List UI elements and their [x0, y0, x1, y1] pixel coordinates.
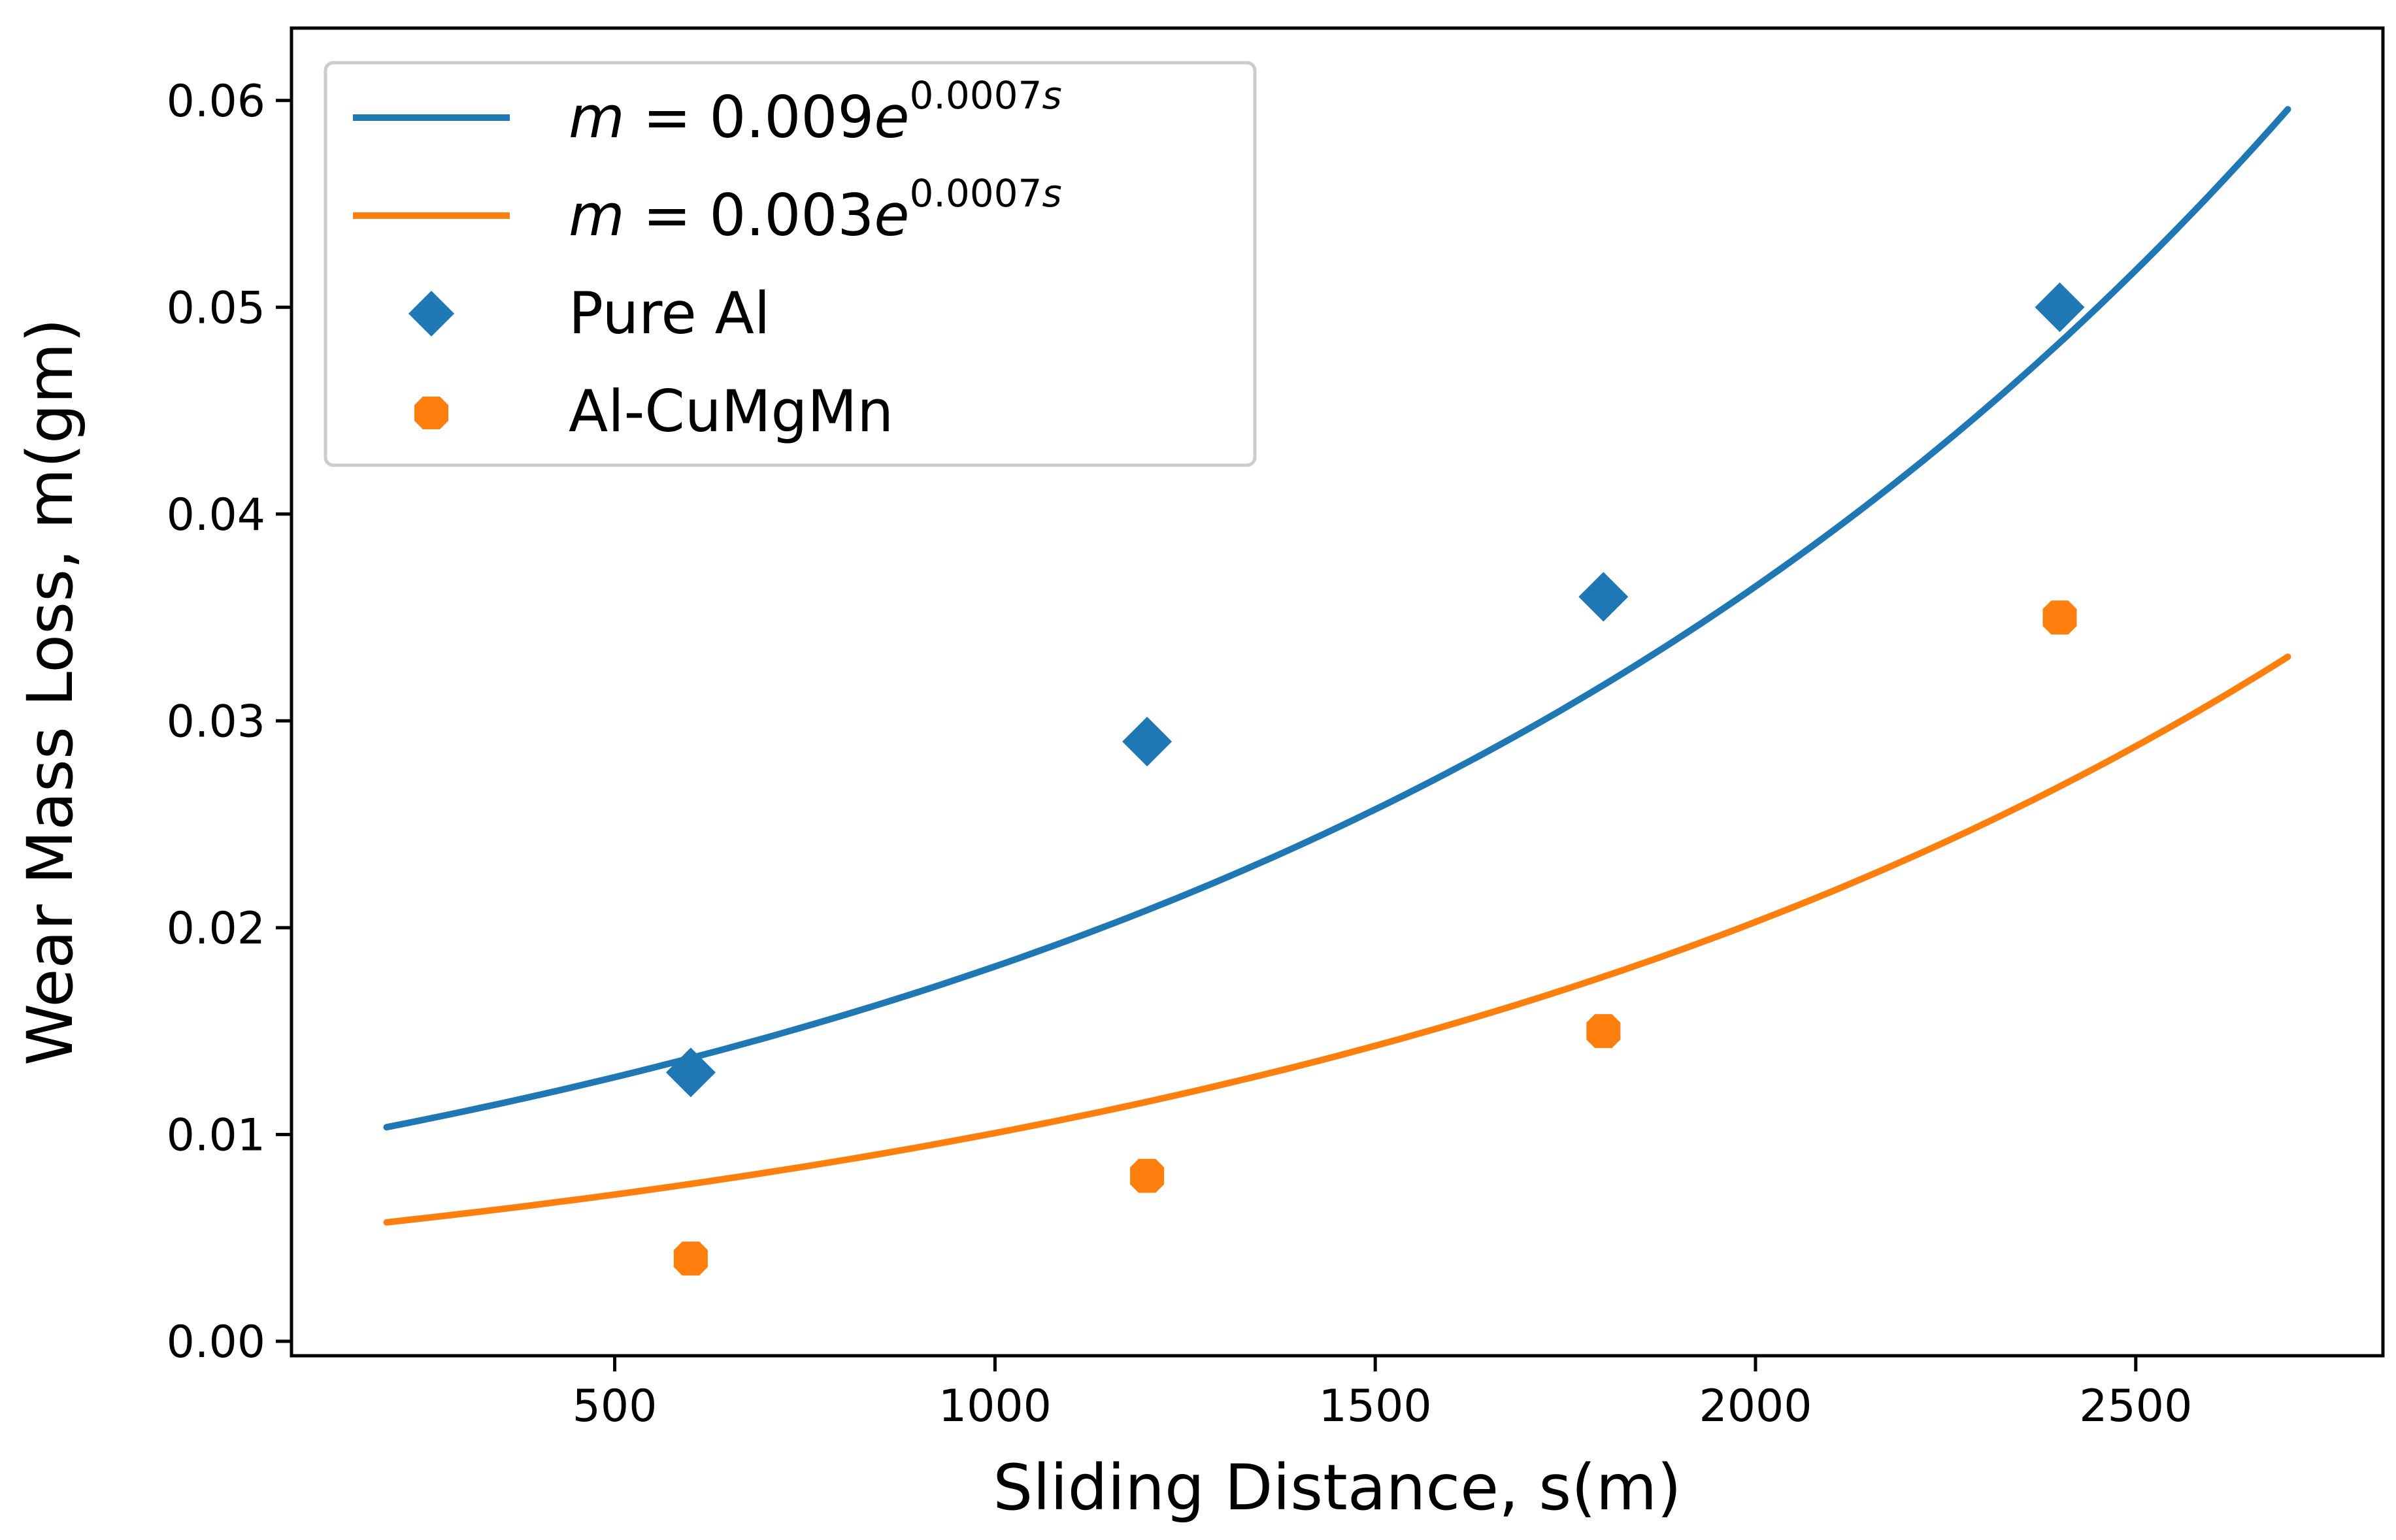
legend-label-pure-al: Pure Al: [569, 280, 770, 347]
plot-frame: [290, 26, 2385, 1358]
y-tick-label: 0.03: [167, 696, 265, 747]
pure-al-point: [2035, 282, 2085, 333]
x-axis-ticks: 500 1000 1500 2000 2500: [573, 1356, 2192, 1432]
x-tick-label: 500: [573, 1381, 657, 1432]
x-tick-label: 1000: [939, 1381, 1052, 1432]
x-tick-label: 2500: [2079, 1381, 2192, 1432]
legend-label-al-cumgmn: Al-CuMgMn: [569, 378, 893, 445]
y-tick-label: 0.00: [167, 1317, 265, 1368]
pure-al-point: [665, 1047, 716, 1098]
legend: m = 0.009e0.0007s m = 0.003e0.0007s Pure…: [324, 61, 1257, 467]
al-cumgmn-point: [1586, 1014, 1621, 1049]
legend-marker-pure-al: [408, 291, 454, 336]
legend-var-series-2: m: [569, 182, 625, 249]
data-markers: [665, 282, 2085, 1276]
pure-al-point: [1578, 572, 1629, 622]
fit-curves: [383, 106, 2291, 1226]
y-axis-ticks: 0.00 0.01 0.02 0.03 0.04 0.05 0.06: [167, 76, 291, 1368]
pure-al-point: [1122, 717, 1173, 766]
legend-exp-series-2: 0.0007: [909, 171, 1042, 216]
legend-base-series-2: e: [874, 182, 909, 249]
y-tick-label: 0.01: [167, 1109, 265, 1161]
x-tick-label: 2000: [1699, 1381, 1812, 1432]
legend-expvar-series-2: s: [1042, 171, 1061, 216]
legend-base-series-1: e: [874, 84, 909, 151]
legend-label-series-2: m = 0.003e0.0007s: [569, 171, 1062, 249]
y-tick-label: 0.06: [167, 76, 265, 127]
fit-curve-series-1: [383, 106, 2291, 1131]
legend-exp-series-1: 0.0007: [909, 73, 1042, 118]
y-tick-label: 0.04: [167, 489, 265, 541]
legend-coef-series-1: = 0.009: [625, 84, 874, 151]
legend-expvar-series-1: s: [1042, 73, 1061, 118]
al-cumgmn-point: [673, 1241, 708, 1276]
y-tick-label: 0.05: [167, 282, 265, 334]
legend-coef-series-2: = 0.003: [625, 182, 874, 249]
x-tick-label: 1500: [1319, 1381, 1432, 1432]
y-axis-label: Wear Mass Loss, m(gm): [14, 318, 87, 1066]
legend-label-series-1: m = 0.009e0.0007s: [569, 73, 1062, 151]
legend-box: [324, 61, 1257, 467]
al-cumgmn-point: [2042, 600, 2077, 635]
legend-marker-al-cumgmn: [414, 397, 448, 429]
al-cumgmn-point: [1130, 1158, 1165, 1193]
fit-curve-series-2: [383, 653, 2291, 1226]
x-axis-label: Sliding Distance, s(m): [993, 1451, 1681, 1524]
y-tick-label: 0.02: [167, 903, 265, 955]
legend-var-series-1: m: [569, 84, 625, 151]
